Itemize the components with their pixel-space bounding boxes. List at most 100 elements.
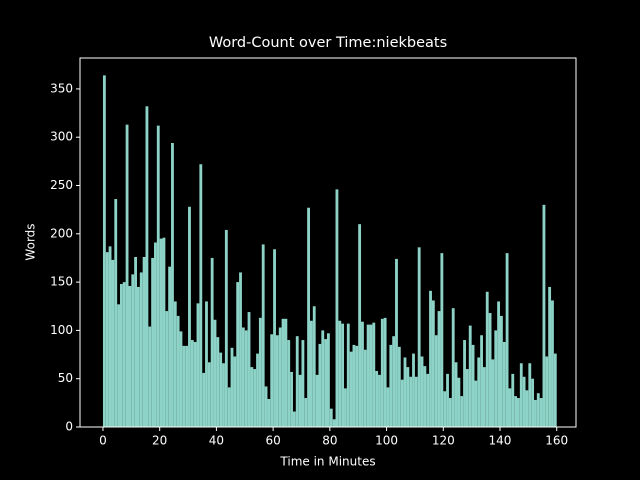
bar — [256, 353, 259, 427]
bar — [213, 319, 217, 427]
bar — [463, 340, 466, 427]
bar — [292, 411, 296, 427]
y-tick-label: 150 — [50, 275, 73, 289]
bar — [499, 315, 503, 427]
bar — [137, 286, 140, 427]
bar — [505, 253, 509, 427]
bar — [465, 369, 469, 427]
bar — [403, 357, 407, 427]
bar — [298, 374, 302, 427]
bar — [105, 252, 109, 427]
bar — [318, 343, 322, 427]
y-tick-label: 100 — [50, 323, 73, 337]
bar — [309, 320, 313, 427]
bar — [131, 274, 135, 427]
bar — [273, 249, 276, 427]
bar — [145, 106, 149, 427]
bar — [284, 318, 288, 427]
bar — [440, 253, 444, 427]
bar — [392, 336, 396, 427]
bar — [134, 256, 138, 427]
bar — [253, 369, 257, 427]
bar — [321, 330, 325, 427]
bar — [281, 318, 285, 427]
bar — [258, 317, 262, 427]
bar — [502, 341, 506, 427]
bar — [227, 387, 231, 427]
x-tick-label: 80 — [322, 434, 337, 448]
x-tick-label: 100 — [375, 434, 398, 448]
bar — [236, 282, 240, 427]
bar — [488, 313, 492, 427]
y-tick-label: 200 — [50, 226, 73, 240]
y-tick-label: 350 — [50, 81, 73, 95]
bar — [517, 398, 520, 427]
chart-title: Word-Count over Time:niekbeats — [209, 35, 447, 51]
bar — [301, 340, 305, 427]
bar — [491, 359, 495, 427]
bar — [451, 308, 455, 427]
bar — [270, 334, 274, 427]
bar — [426, 373, 430, 427]
bar — [494, 330, 498, 427]
bar — [437, 311, 441, 427]
bar — [372, 322, 376, 427]
bar — [417, 247, 421, 427]
bar — [207, 362, 211, 427]
bar — [539, 398, 543, 427]
bar — [443, 391, 447, 427]
bar — [151, 257, 155, 427]
bar — [119, 284, 123, 427]
bar — [193, 341, 197, 427]
bar — [287, 340, 291, 427]
bar — [278, 327, 282, 427]
bar — [508, 388, 512, 427]
bar — [219, 352, 223, 427]
bar — [182, 345, 186, 427]
x-tick-label: 20 — [152, 434, 167, 448]
y-tick-label: 300 — [50, 130, 73, 144]
x-tick-label: 40 — [209, 434, 224, 448]
bar — [188, 206, 191, 427]
bar — [196, 303, 200, 427]
bar — [477, 357, 481, 427]
bar — [295, 336, 299, 427]
axes-frame — [79, 57, 577, 428]
bar — [344, 388, 347, 427]
bar — [111, 259, 115, 427]
bar — [355, 345, 359, 427]
x-axis-label: Time in Minutes — [279, 455, 375, 469]
bar — [185, 345, 189, 427]
y-tick-label: 250 — [50, 178, 73, 192]
bar — [250, 367, 254, 427]
bar — [239, 272, 242, 427]
bar — [511, 373, 515, 427]
bar — [224, 229, 228, 427]
bar — [275, 335, 279, 427]
bar — [536, 393, 540, 427]
bar — [324, 339, 328, 427]
bar — [165, 311, 169, 427]
bar — [448, 398, 452, 427]
bar — [389, 344, 393, 427]
bar — [341, 323, 345, 427]
bar — [142, 256, 146, 427]
x-tick-label: 140 — [489, 434, 512, 448]
bar — [261, 244, 265, 427]
bar — [542, 204, 546, 427]
bar — [210, 257, 214, 427]
bar — [222, 363, 225, 427]
bar — [176, 315, 180, 427]
bar — [349, 351, 353, 427]
bar — [205, 301, 208, 427]
bar — [335, 189, 339, 427]
bar — [156, 125, 160, 427]
bar — [522, 376, 526, 427]
bar — [519, 363, 523, 427]
bar — [551, 300, 554, 427]
bar — [114, 199, 118, 427]
bar — [179, 331, 183, 427]
bar — [171, 143, 174, 427]
